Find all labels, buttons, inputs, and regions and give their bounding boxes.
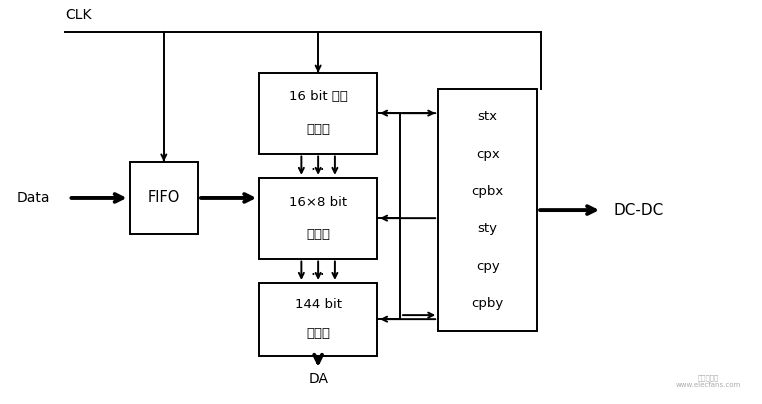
Text: cpby: cpby xyxy=(472,297,504,310)
Text: Data: Data xyxy=(17,191,50,205)
Bar xyxy=(259,283,377,356)
Text: CLK: CLK xyxy=(65,8,91,22)
Text: FIFO: FIFO xyxy=(148,190,180,206)
Text: cpx: cpx xyxy=(475,147,500,161)
Text: cpy: cpy xyxy=(475,259,500,273)
Bar xyxy=(130,162,198,234)
Text: 锁存器: 锁存器 xyxy=(306,327,330,340)
Bar xyxy=(259,73,377,154)
Text: 电子发烧友
www.elecfans.com: 电子发烧友 www.elecfans.com xyxy=(676,374,741,388)
Text: 寄存器: 寄存器 xyxy=(306,123,330,136)
Text: 16 bit 移位: 16 bit 移位 xyxy=(289,90,347,103)
Text: 寄存器: 寄存器 xyxy=(306,228,330,241)
Text: stx: stx xyxy=(478,110,498,123)
Text: 144 bit: 144 bit xyxy=(295,298,341,311)
Text: ...: ... xyxy=(311,158,325,173)
Bar xyxy=(438,89,537,331)
Text: sty: sty xyxy=(478,222,498,235)
Text: cpbx: cpbx xyxy=(472,185,504,198)
Text: 16×8 bit: 16×8 bit xyxy=(289,196,347,208)
Text: DC-DC: DC-DC xyxy=(613,202,664,218)
Bar xyxy=(259,178,377,259)
Text: DA: DA xyxy=(308,372,328,386)
Text: ...: ... xyxy=(311,263,325,278)
